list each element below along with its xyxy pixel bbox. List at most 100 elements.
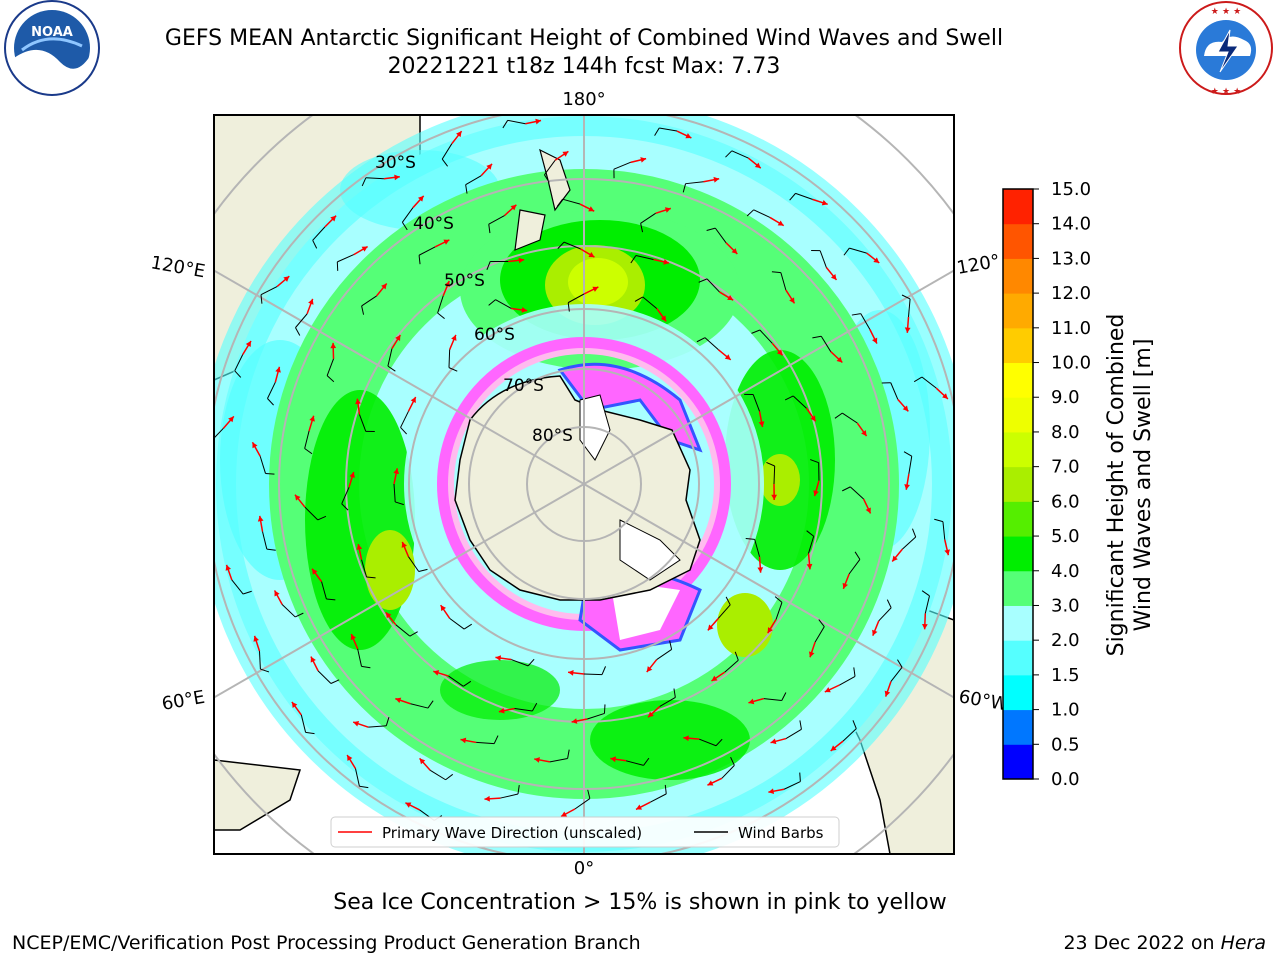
wind-barb-flag (912, 528, 917, 538)
wave-arrow-head (754, 162, 761, 169)
colorbar-tick-label: 1.5 (1051, 665, 1080, 686)
colorbar-tick-label: 4.0 (1051, 561, 1080, 582)
wave-arrow-head (884, 690, 891, 697)
wind-barb-flag (696, 337, 706, 343)
wave-arrow-head (685, 133, 692, 139)
map-area: 30°S 40°S 50°S 60°S 70°S 80°S Primary Wa… (214, 115, 954, 854)
wave-arrow-head (904, 327, 911, 333)
wind-barb-staff (410, 703, 429, 709)
map-subtitle: 20221221 t18z 144h fcst Max: 7.73 (387, 54, 781, 79)
wind-barb-flag (682, 183, 687, 193)
wind-barb-flag (810, 459, 819, 464)
colorbar-tick-label: 7.0 (1051, 457, 1080, 478)
lon-label-120w: 120° (955, 251, 1001, 279)
wave-arrow-head (443, 239, 450, 245)
wave-arrow-head (789, 297, 795, 304)
colorbar-segment (1003, 640, 1033, 676)
wind-barb-flag (706, 227, 716, 231)
wind-barb-flag (725, 150, 733, 158)
wind-barb-flag (488, 224, 491, 234)
wind-barb-staff (724, 659, 739, 673)
wind-barb-flag (799, 720, 802, 730)
wind-barb-staff (361, 295, 377, 307)
wind-barb-flag (326, 375, 335, 383)
wave-arrow-head (510, 204, 517, 211)
wind-barb-flag (294, 612, 304, 618)
wave-arrow-head (767, 627, 773, 634)
colorbar-segment (1003, 570, 1033, 606)
wind-barb-staff (908, 298, 911, 317)
colorbar-tick-label: 6.0 (1051, 491, 1080, 512)
wind-barb-flag (260, 668, 270, 673)
wind-barb-flag (330, 679, 340, 684)
colorbar-tick-label: 9.0 (1051, 387, 1080, 408)
wave-arrow-head (518, 257, 525, 264)
wind-barb-staff (441, 143, 453, 160)
wind-barb-staff (699, 738, 717, 747)
colorbar-segment (1003, 536, 1033, 572)
wind-barb-flag (543, 174, 550, 183)
wind-barb-flag (842, 486, 851, 492)
wind-barb-staff (921, 376, 937, 389)
wind-barb-staff (902, 536, 917, 550)
colorbar-segment (1003, 605, 1033, 641)
wave-arrow-head (225, 564, 232, 571)
wind-barb-flag (913, 376, 923, 383)
wind-barb-staff (839, 675, 856, 686)
wind-barb-staff (613, 161, 631, 170)
wave-arrow-head (776, 349, 783, 356)
svg-text:★ ★ ★: ★ ★ ★ (1211, 7, 1241, 17)
wind-barb-staff (495, 299, 512, 309)
colorbar-tick-label: 3.0 (1051, 595, 1080, 616)
wind-barb-staff (714, 227, 727, 243)
wind-barb-staff (908, 456, 913, 475)
wind-barb-flag (774, 596, 783, 603)
lon-label-60w: 60°W (957, 686, 1010, 715)
wind-barb-staff (783, 781, 801, 790)
wave-arrow-head (381, 283, 387, 290)
wave-arrow-head (433, 670, 440, 676)
wind-barb-flag (784, 395, 794, 401)
wave-arrow-head (588, 251, 595, 258)
colorbar-tick-label: 13.0 (1051, 248, 1091, 269)
wave-arrow-head (568, 669, 574, 676)
lat-label-70s: 70°S (503, 376, 544, 396)
wave-arrow-head (771, 494, 777, 500)
wind-barb-staff (860, 313, 871, 330)
wind-barb-staff (317, 670, 332, 684)
wave-arrow-head (707, 780, 714, 786)
wave-arrow-head (486, 163, 493, 170)
wave-arrow-head (535, 118, 542, 125)
wind-barb-flag (418, 568, 428, 572)
wave-arrow-head (460, 737, 467, 744)
wind-barb-flag (852, 720, 857, 729)
wind-barb-flag (531, 702, 538, 712)
wave-arrow-head (394, 174, 400, 181)
wind-barb-staff (820, 335, 832, 352)
wind-barb-flag (409, 631, 418, 637)
wave-arrow-head (356, 544, 363, 550)
wind-barb-flag (463, 623, 473, 630)
wave-arrow-head (228, 416, 234, 423)
wind-barb-flag (746, 209, 754, 217)
wind-barb-flag (387, 365, 396, 372)
wind-barb-flag (934, 518, 944, 523)
wind-barb-staff (300, 714, 307, 733)
wind-barb-staff (258, 651, 261, 670)
colorbar-segment (1003, 189, 1033, 225)
wind-barb-staff (650, 793, 667, 803)
wind-barb-staff (437, 295, 444, 314)
map-title: GEFS MEAN Antarctic Significant Height o… (164, 26, 1004, 51)
wave-arrow-head (245, 340, 251, 347)
wave-arrow-head (707, 624, 714, 631)
wind-barb-staff (267, 382, 276, 399)
wave-arrow-head (349, 472, 355, 478)
map-legend: Primary Wave Direction (unscaled) Wind B… (330, 816, 840, 848)
wave-arrow-head (806, 563, 813, 570)
wave-arrow-head (830, 745, 837, 751)
wind-barb-staff (626, 760, 644, 766)
lat-label-40s: 40°S (413, 214, 454, 234)
colorbar-label-line1: Significant Height of Combined (1104, 314, 1129, 657)
wind-barb-flag (854, 551, 861, 560)
colorbar-tick-label: 8.0 (1051, 422, 1080, 443)
